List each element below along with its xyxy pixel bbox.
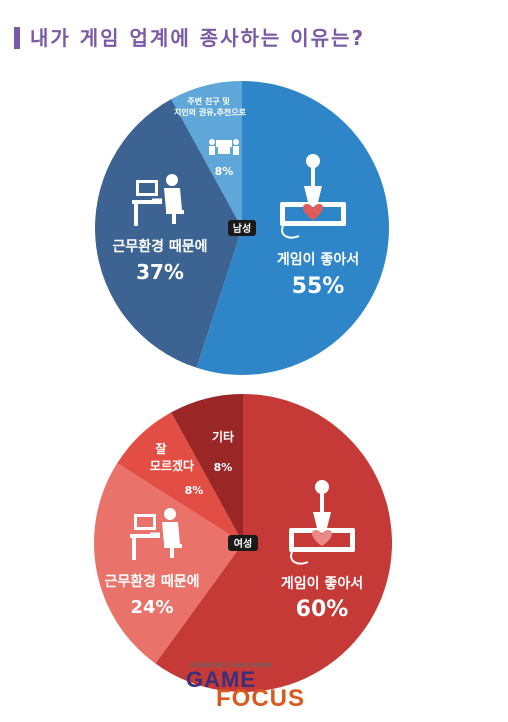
female-label-unsure-line1: 잘: [155, 442, 166, 456]
female-center-tag-bg: [228, 535, 258, 551]
male-joystick-heart-icon: [280, 154, 346, 239]
female-label-unsure: 잘 모르겠다: [150, 442, 194, 473]
male-pie-slice-2: [171, 81, 242, 228]
female-value-game-love: 60%: [296, 597, 349, 622]
logo-game-text: GAME: [186, 667, 256, 692]
female-pie-slice-3: [171, 394, 243, 543]
page-title: 내가 게임 업계에 종사하는 이유는?: [30, 26, 366, 50]
male-value-work-env: 37%: [136, 260, 184, 284]
male-center-tag-bg: [228, 220, 256, 236]
title-marker: [14, 27, 20, 49]
male-people-meeting-icon: [209, 139, 239, 155]
female-center-tag: 여성: [234, 537, 252, 550]
male-pie-slice-1: [94, 99, 242, 368]
pie-chart-male: [94, 81, 390, 375]
logo-focus-text: FOCUS: [216, 685, 305, 712]
female-label-game-love: 게임이 좋아서: [281, 575, 363, 592]
male-label-referral-line2: 지인의 권유,추천으로: [174, 107, 247, 117]
female-joystick-heart-icon: [289, 480, 355, 565]
female-value-unsure: 8%: [185, 484, 204, 497]
logo-tagline: Global No.1 Game Media: [190, 662, 273, 669]
male-value-game-love: 55%: [292, 274, 345, 299]
female-label-other: 기타: [212, 429, 234, 444]
male-pie-slice-0: [196, 81, 390, 375]
male-office-worker-icon: [132, 174, 184, 226]
female-pie-slice-2: [117, 412, 243, 543]
female-value-work-env: 24%: [130, 597, 173, 618]
female-label-unsure-line2: 모르겠다: [150, 458, 194, 473]
male-center-tag: 남성: [233, 222, 251, 235]
female-value-other: 8%: [214, 461, 233, 474]
pie-chart-female: [94, 394, 392, 692]
male-label-work-env: 근무환경 때문에: [112, 238, 207, 255]
female-office-worker-icon: [130, 508, 182, 560]
female-pie-slice-0: [155, 394, 392, 692]
female-label-work-env: 근무환경 때문에: [104, 573, 199, 590]
female-pie-slice-1: [94, 463, 244, 664]
male-label-referral: 주변 친구 및 지인의 권유,추천으로: [174, 96, 247, 117]
male-label-referral-line1: 주변 친구 및: [187, 96, 229, 106]
male-label-game-love: 게임이 좋아서: [277, 251, 359, 268]
male-value-referral: 8%: [215, 165, 234, 178]
